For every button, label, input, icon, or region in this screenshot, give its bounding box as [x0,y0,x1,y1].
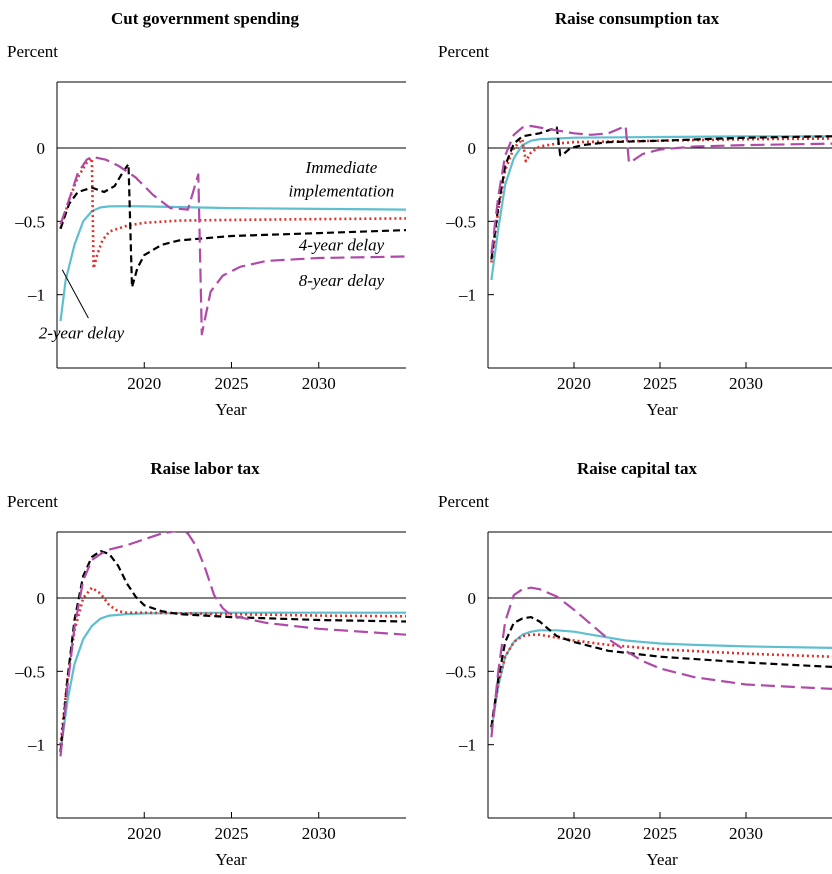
series-line-immediate-implementation [59,205,406,322]
y-axis-label: Percent [438,492,489,511]
y-tick-label: –1 [458,736,476,755]
series-annotation: Immediate [305,158,378,177]
x-tick-label: 2025 [643,374,677,393]
y-tick-label: –0.5 [14,212,45,231]
series-line-4-year-delay [59,550,406,753]
series-line-4-year-delay [490,616,832,728]
y-tick-label: –0.5 [445,662,476,681]
y-tick-label: –0.5 [445,212,476,231]
series-line-8-year-delay [490,124,832,254]
y-tick-label: –1 [458,286,476,305]
series-line-2-year-delay [490,137,832,263]
x-tick-label: 2030 [302,824,336,843]
x-axis-label: Year [646,400,678,419]
series-line-2-year-delay [490,633,832,728]
series-annotation: 2-year delay [39,324,125,343]
series-annotation: implementation [289,181,395,200]
x-tick-label: 2025 [215,374,249,393]
series-line-immediate-implementation [490,135,832,281]
series-line-immediate-implementation [490,629,832,731]
y-axis-label: Percent [7,42,58,61]
y-tick-label: 0 [468,139,477,158]
y-axis-label: Percent [438,42,489,61]
y-tick-label: 0 [37,139,46,158]
x-axis-label: Year [646,850,678,869]
x-tick-label: 2020 [557,374,591,393]
y-tick-label: –1 [27,286,45,305]
x-tick-label: 2030 [729,374,763,393]
chart-title: Raise consumption tax [555,9,720,28]
chart-title: Raise capital tax [577,459,697,478]
series-line-8-year-delay [59,532,406,757]
x-tick-label: 2025 [215,824,249,843]
x-axis-label: Year [215,400,247,419]
chart-panel-4: Raise capital tax Percent 0 –0.5 –1 2020 2025 2… [438,459,832,869]
series-line-8-year-delay [490,586,832,738]
y-axis-label: Percent [7,492,58,511]
y-tick-label: 0 [37,589,46,608]
x-tick-label: 2030 [302,374,336,393]
x-tick-label: 2020 [127,374,161,393]
annotation-pointer [61,269,89,319]
x-axis-label: Year [215,850,247,869]
series-line-4-year-delay [490,126,832,260]
chart-title: Cut government spending [111,9,299,28]
x-tick-label: 2020 [557,824,591,843]
chart-panel-1: Cut government spending Percent 0 –0.5 –1 202… [7,9,406,419]
series-annotation: 4-year delay [299,236,385,255]
x-tick-label: 2020 [127,824,161,843]
x-tick-label: 2030 [729,824,763,843]
x-tick-label: 2025 [643,824,677,843]
chart-panel-3: Raise labor tax Percent 0 –0.5 –1 2020 2025 203… [7,459,406,869]
y-tick-label: –1 [27,736,45,755]
y-tick-label: 0 [468,589,477,608]
series-line-immediate-implementation [59,611,406,753]
series-line-2-year-delay [59,586,406,745]
series-line-4-year-delay [59,163,406,289]
chart-panel-2: Raise consumption tax Percent 0 –0.5 –1 2020 2… [438,9,832,419]
series-line-2-year-delay [59,157,406,270]
y-tick-label: –0.5 [14,662,45,681]
series-line-8-year-delay [59,155,406,336]
chart-title: Raise labor tax [150,459,260,478]
series-annotation: 8-year delay [299,271,385,290]
